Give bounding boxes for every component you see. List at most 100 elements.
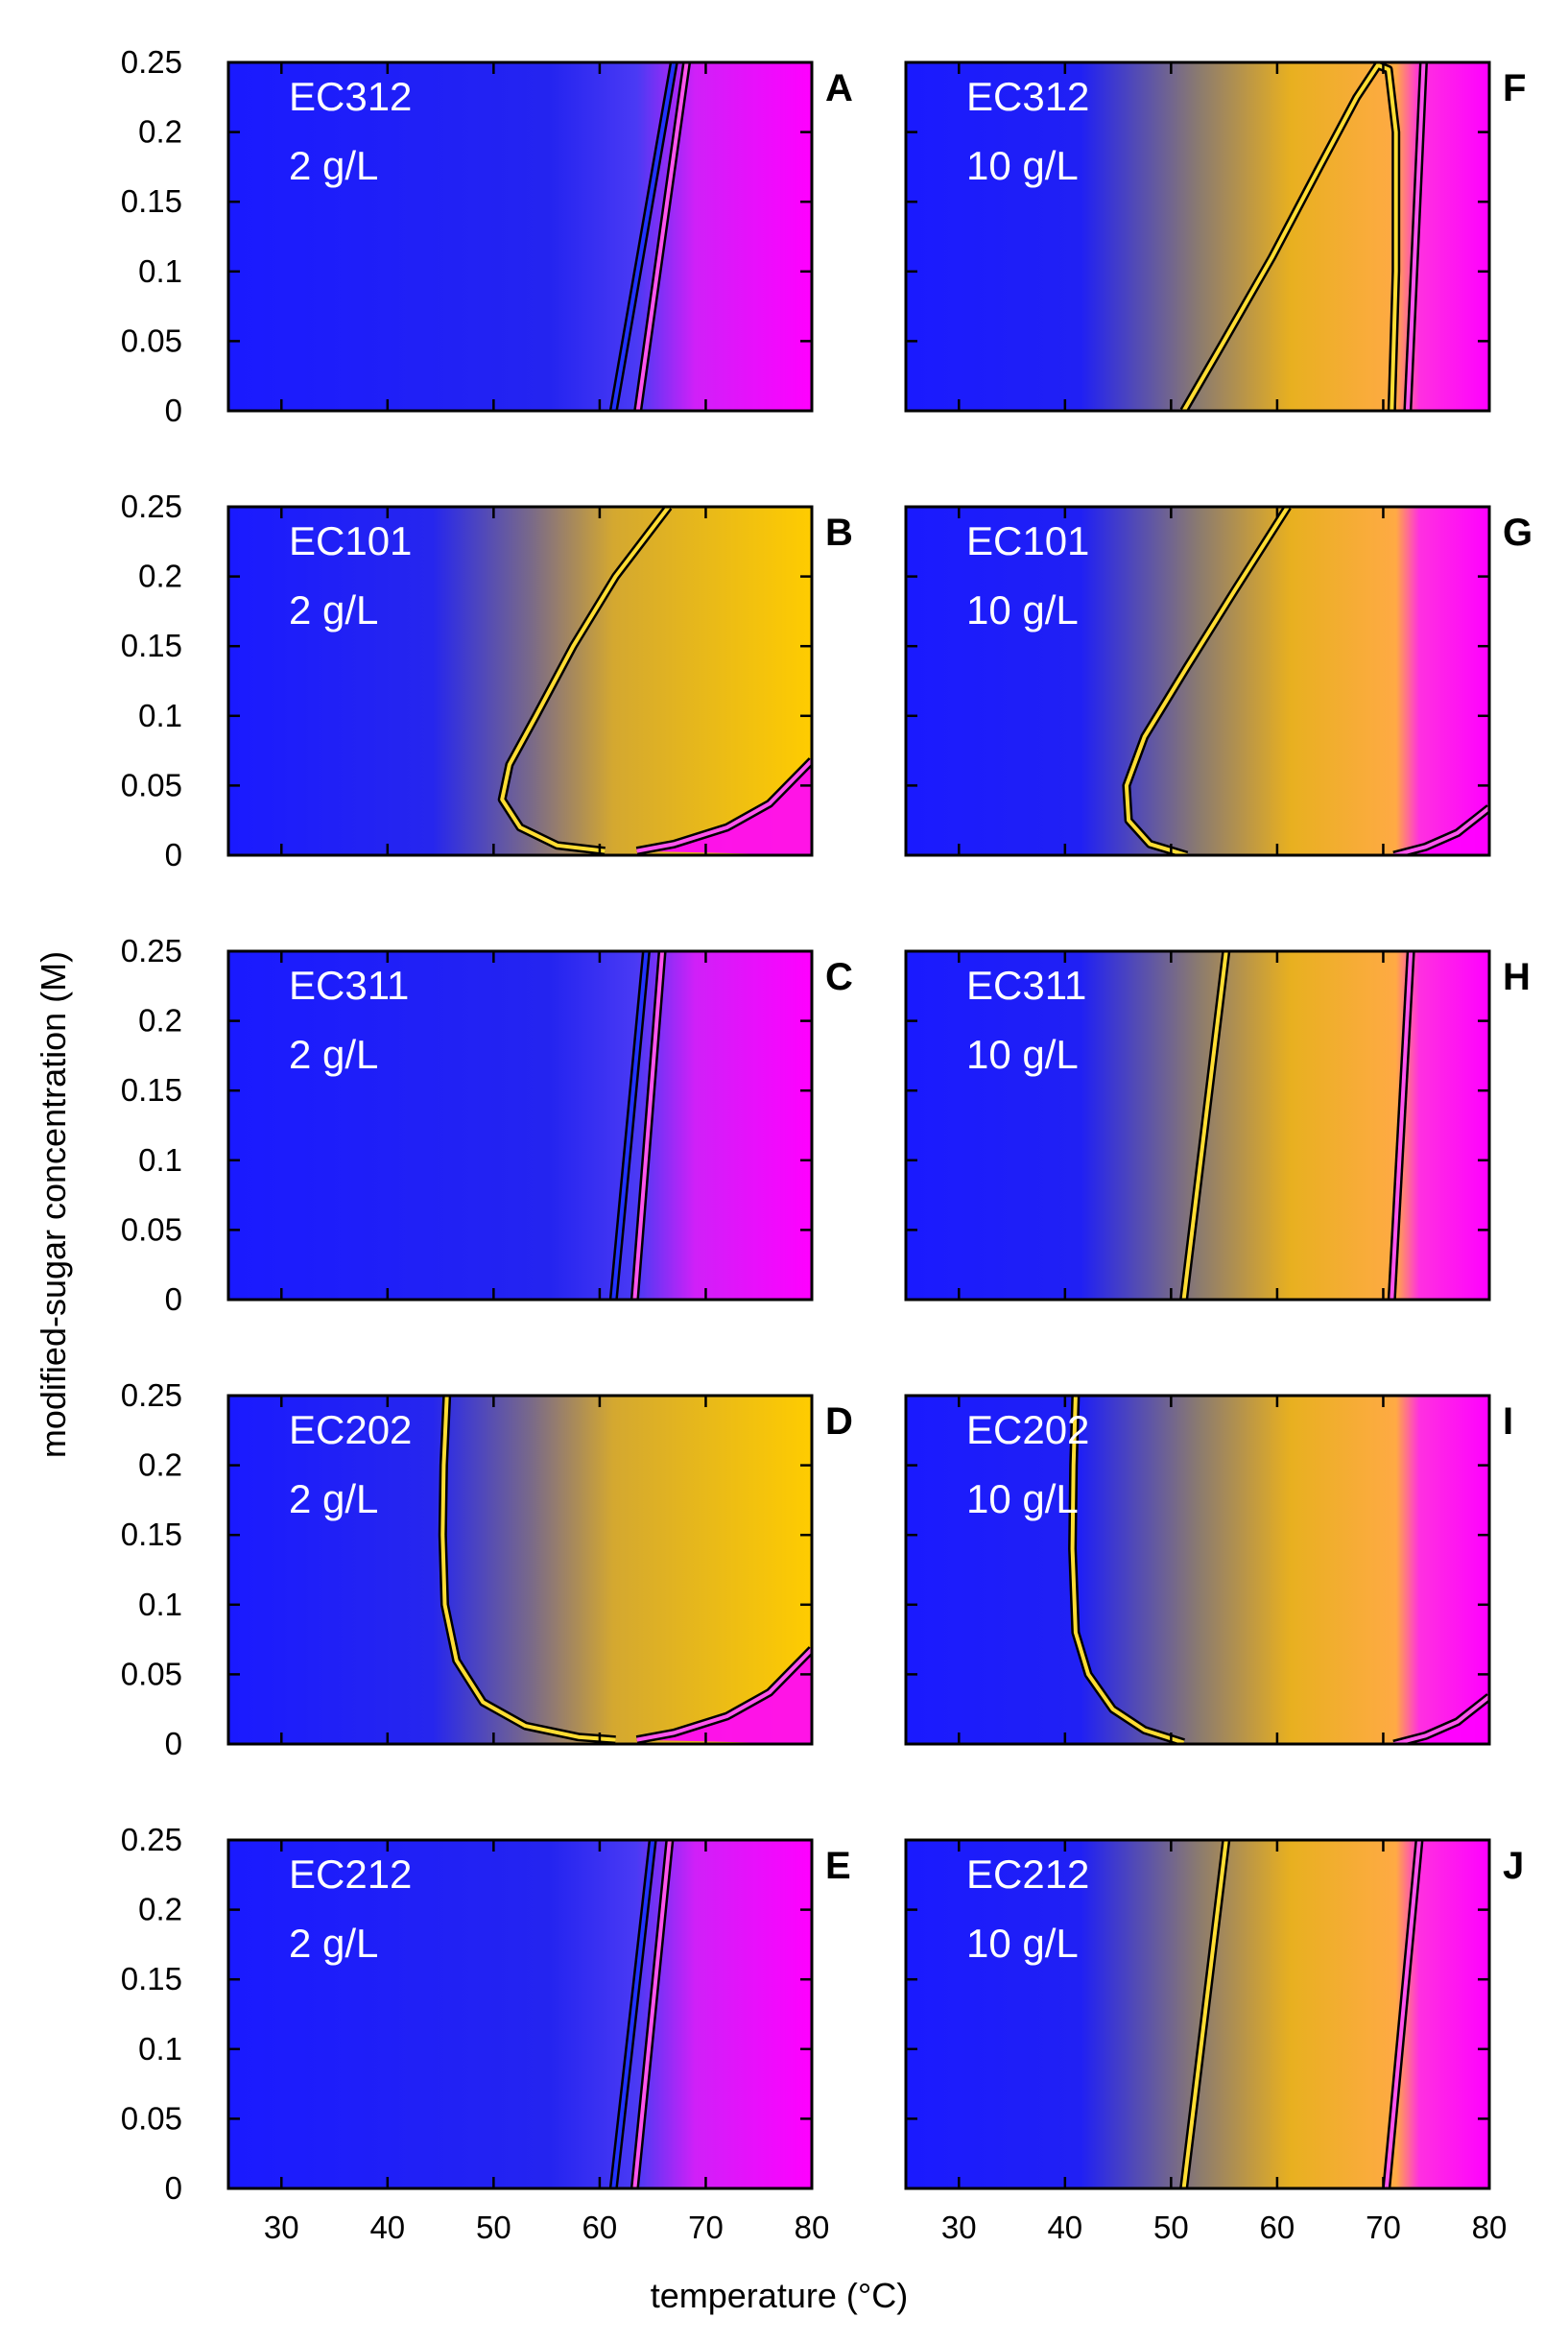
magenta-region [1393, 1696, 1489, 1744]
magenta-boundary-line [632, 1840, 672, 2188]
yellow-boundary-line [1181, 62, 1398, 411]
panel-letter: J [1503, 1845, 1524, 1887]
x-axis-title: temperature (°C) [651, 2276, 908, 2315]
y-tick-label: 0.2 [138, 1892, 182, 1927]
y-tick-label: 0.25 [121, 1822, 182, 1857]
y-tick-label: 0.15 [121, 183, 182, 219]
plot-frame [226, 1394, 814, 1746]
sample-name: EC311 [289, 963, 409, 1008]
plot-frame [226, 505, 814, 857]
panel-F: EC312 10 g/L F [904, 60, 1526, 413]
panel-H: EC311 10 g/L H [904, 949, 1531, 1302]
sample-concentration: 10 g/L [966, 143, 1079, 188]
heatmap-background [228, 507, 812, 855]
x-tick-label: 60 [1260, 2210, 1295, 2245]
y-tick-label: 0.05 [121, 2100, 182, 2136]
x-tick-label: 40 [1047, 2210, 1082, 2245]
blue-boundary-line [611, 951, 649, 1300]
panel-B: 0 0.05 0.1 0.15 0.2 0.25 EC101 2 g/L B [121, 489, 853, 872]
panel-letter: A [825, 67, 853, 109]
heatmap-background [906, 507, 1489, 855]
sample-name: EC312 [289, 74, 412, 119]
panel-letter: F [1503, 67, 1526, 109]
plot-frame [904, 949, 1491, 1302]
y-tick-label: 0.1 [138, 698, 182, 733]
plot-frame [904, 60, 1491, 413]
y-tick-label: 0.15 [121, 628, 182, 663]
sample-concentration: 10 g/L [966, 1476, 1079, 1521]
y-tick-label: 0 [165, 1726, 182, 1761]
yellow-boundary-line [440, 1396, 616, 1742]
panel-letter: H [1503, 956, 1531, 998]
magenta-boundary-line [636, 1647, 812, 1742]
sample-name: EC101 [966, 518, 1089, 563]
x-tick-label: 80 [795, 2210, 830, 2245]
y-tick-label: 0.05 [121, 767, 182, 802]
y-tick-label: 0 [165, 1281, 182, 1317]
plot-frame [226, 60, 814, 413]
x-tick-label: 50 [1153, 2210, 1189, 2245]
sample-concentration: 2 g/L [289, 587, 378, 633]
panel-C: 0 0.05 0.1 0.15 0.2 0.25 EC311 2 g/L C [121, 933, 853, 1317]
y-tick-label: 0 [165, 2170, 182, 2206]
plot-frame [226, 1838, 814, 2190]
y-tick-label: 0 [165, 393, 182, 428]
y-tick-label: 0.15 [121, 1961, 182, 1996]
y-tick-label: 0.1 [138, 253, 182, 289]
x-tick-label: 70 [1366, 2210, 1401, 2245]
y-tick-label: 0.25 [121, 1377, 182, 1413]
sample-concentration: 10 g/L [966, 1921, 1079, 1966]
yellow-boundary-line [1070, 1396, 1185, 1744]
panel-letter: I [1503, 1400, 1513, 1443]
sample-name: EC202 [289, 1407, 412, 1452]
x-tick-label: 50 [476, 2210, 511, 2245]
yellow-boundary-line [1181, 951, 1228, 1300]
y-tick-label: 0.1 [138, 1142, 182, 1178]
magenta-region [1393, 807, 1489, 855]
x-tick-label: 80 [1472, 2210, 1508, 2245]
magenta-boundary-line [1392, 1695, 1489, 1744]
sample-concentration: 10 g/L [966, 587, 1079, 633]
panel-G: EC101 10 g/L G [904, 505, 1532, 857]
heatmap-background [228, 951, 812, 1300]
sample-concentration: 2 g/L [289, 1921, 378, 1966]
y-tick-label: 0.1 [138, 2031, 182, 2067]
panel-letter: D [825, 1400, 853, 1443]
y-tick-label: 0.2 [138, 1003, 182, 1039]
panel-letter: C [825, 956, 853, 998]
magenta-boundary-line [635, 62, 689, 411]
y-tick-label: 0.2 [138, 559, 182, 594]
y-tick-label: 0.25 [121, 489, 182, 524]
y-tick-label: 0.15 [121, 1072, 182, 1108]
x-tick-label: 60 [582, 2210, 618, 2245]
panel-E: 0 0.05 0.1 0.15 0.2 0.25 30 40 50 60 70 80 EC212 2 g/… [121, 1822, 851, 2245]
panel-letter: B [825, 512, 853, 554]
magenta-boundary-line [1384, 1840, 1421, 2188]
y-tick-label: 0.05 [121, 1211, 182, 1247]
magenta-boundary-line [1405, 62, 1426, 411]
heatmap-background [906, 1396, 1489, 1744]
sample-name: EC202 [966, 1407, 1089, 1452]
plot-frame [226, 949, 814, 1302]
y-tick-label: 0.05 [121, 323, 182, 358]
sample-name: EC311 [966, 963, 1086, 1008]
magenta-boundary-line [1392, 806, 1489, 855]
yellow-boundary-line [1181, 1840, 1228, 2188]
yellow-boundary-line [1124, 507, 1290, 855]
blue-boundary-line [611, 1840, 655, 2188]
y-tick-label: 0.05 [121, 1656, 182, 1691]
heatmap-background [228, 1840, 812, 2188]
panel-letter: G [1503, 512, 1532, 554]
magenta-region [636, 760, 812, 855]
y-tick-label: 0.25 [121, 44, 182, 80]
panel-D: 0 0.05 0.1 0.15 0.2 0.25 EC202 2 g/L D [121, 1377, 853, 1761]
panel-A: 0 0.05 0.1 0.15 0.2 0.25 EC312 2 g/L A [121, 44, 853, 428]
x-tick-label: 30 [941, 2210, 977, 2245]
sample-name: EC101 [289, 518, 412, 563]
y-tick-label: 0 [165, 837, 182, 872]
yellow-boundary-line [500, 507, 671, 853]
heatmap-background [228, 1396, 812, 1744]
y-tick-label: 0.2 [138, 1447, 182, 1483]
panel-I: EC202 10 g/L I [904, 1394, 1513, 1746]
plot-frame [904, 1394, 1491, 1746]
